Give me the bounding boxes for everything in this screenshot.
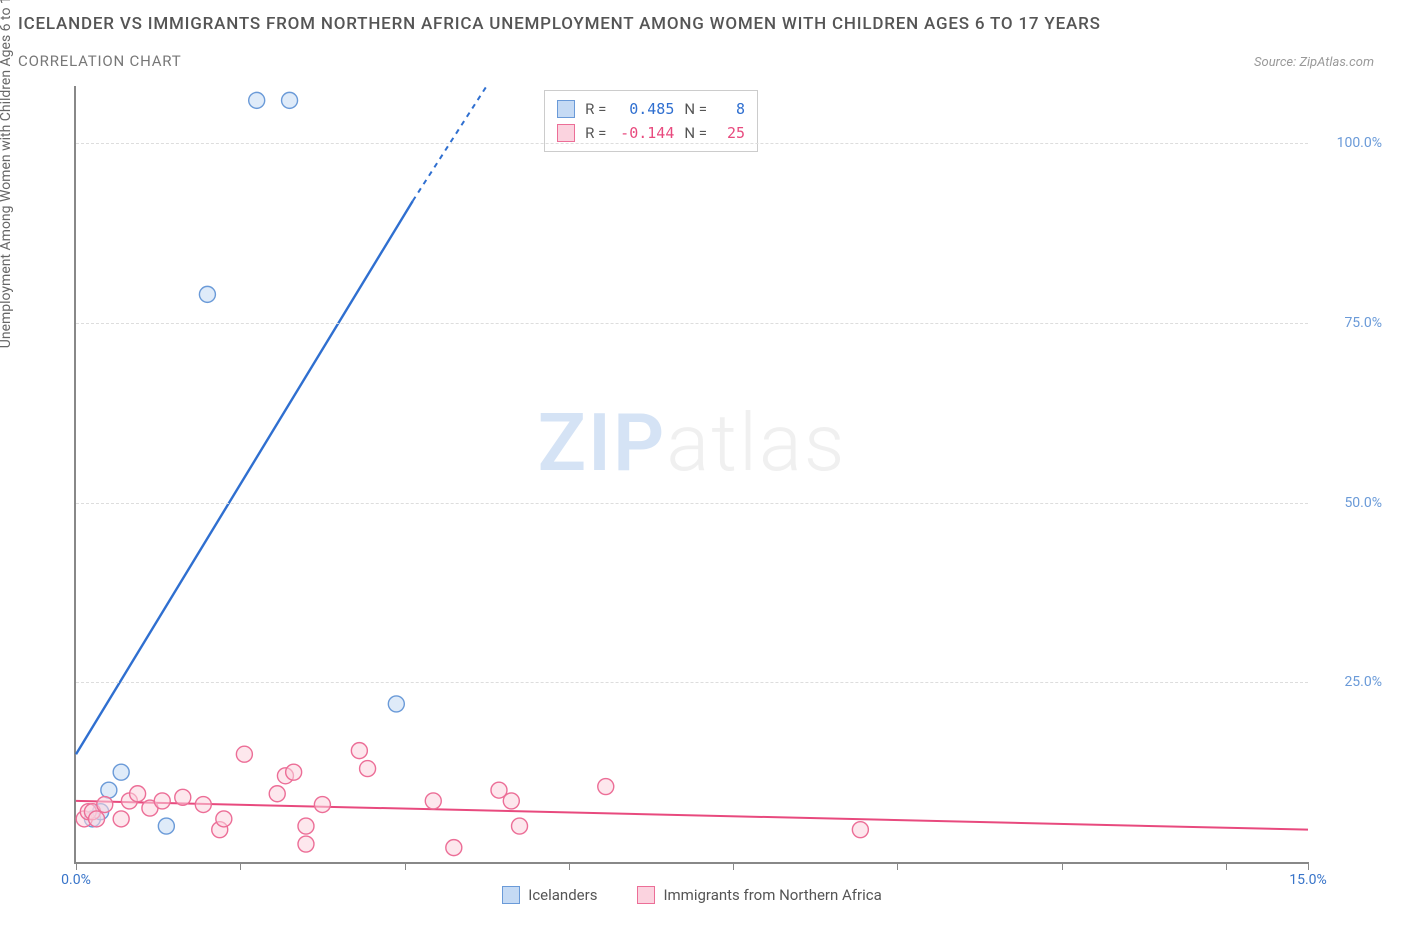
data-point xyxy=(199,286,215,302)
data-point xyxy=(425,793,441,809)
data-point xyxy=(249,92,265,108)
data-point xyxy=(154,793,170,809)
data-point xyxy=(89,811,105,827)
r-label: R = xyxy=(585,121,606,145)
source-attribution: Source: ZipAtlas.com xyxy=(1254,55,1388,70)
data-point xyxy=(298,818,314,834)
y-tick-label: 50.0% xyxy=(1318,495,1382,511)
y-tick-label: 75.0% xyxy=(1318,315,1382,331)
gridline xyxy=(76,323,1308,324)
scatter-svg xyxy=(76,86,1308,862)
legend-row: R = -0.144 N = 25 xyxy=(557,121,745,145)
r-value: 0.485 xyxy=(616,97,674,121)
x-tick-mark xyxy=(1062,862,1063,870)
data-point xyxy=(598,779,614,795)
x-tick-mark xyxy=(405,862,406,870)
gridline xyxy=(76,682,1308,683)
y-axis-label: Unemployment Among Women with Children A… xyxy=(0,0,14,348)
data-point xyxy=(101,782,117,798)
data-point xyxy=(360,761,376,777)
series-legend-label: Icelanders xyxy=(528,886,597,904)
data-point xyxy=(351,743,367,759)
data-point xyxy=(286,764,302,780)
n-value: 25 xyxy=(717,121,745,145)
data-point xyxy=(97,797,113,813)
x-tick-label: 0.0% xyxy=(61,872,91,888)
x-tick-mark xyxy=(1308,862,1309,870)
x-tick-mark xyxy=(240,862,241,870)
x-tick-label: 15.0% xyxy=(1289,872,1327,888)
series-legend-label: Immigrants from Northern Africa xyxy=(663,886,881,904)
gridline xyxy=(76,143,1308,144)
data-point xyxy=(158,818,174,834)
x-tick-mark xyxy=(897,862,898,870)
chart-subtitle: CORRELATION CHART xyxy=(18,52,182,70)
data-point xyxy=(314,797,330,813)
data-point xyxy=(282,92,298,108)
n-value: 8 xyxy=(717,97,745,121)
data-point xyxy=(446,840,462,856)
series-legend-item: Icelanders xyxy=(502,886,597,904)
data-point xyxy=(175,789,191,805)
n-label: N = xyxy=(684,97,707,121)
data-point xyxy=(130,786,146,802)
x-tick-mark xyxy=(1226,862,1227,870)
data-point xyxy=(236,746,252,762)
data-point xyxy=(298,836,314,852)
y-tick-label: 25.0% xyxy=(1318,674,1382,690)
chart-title: ICELANDER VS IMMIGRANTS FROM NORTHERN AF… xyxy=(18,14,1388,34)
source-label: Source: xyxy=(1254,55,1296,70)
n-label: N = xyxy=(684,121,707,145)
r-value: -0.144 xyxy=(616,121,674,145)
legend-swatch xyxy=(502,886,520,904)
gridline xyxy=(76,503,1308,504)
x-tick-mark xyxy=(733,862,734,870)
data-point xyxy=(512,818,528,834)
legend-swatch xyxy=(637,886,655,904)
data-point xyxy=(269,786,285,802)
x-tick-mark xyxy=(569,862,570,870)
data-point xyxy=(503,793,519,809)
series-legend-item: Immigrants from Northern Africa xyxy=(637,886,881,904)
source-name: ZipAtlas.com xyxy=(1299,55,1374,70)
data-point xyxy=(216,811,232,827)
data-point xyxy=(852,822,868,838)
legend-swatch xyxy=(557,100,575,118)
chart-area: Unemployment Among Women with Children A… xyxy=(18,86,1392,912)
series-legend: Icelanders Immigrants from Northern Afric… xyxy=(76,886,1308,904)
data-point xyxy=(113,811,129,827)
data-point xyxy=(113,764,129,780)
plot-region: ZIPatlas R =0.485N =8R =-0.144N =25 Icel… xyxy=(74,86,1308,864)
chart-header: ICELANDER VS IMMIGRANTS FROM NORTHERN AF… xyxy=(0,0,1406,70)
trend-line xyxy=(76,801,1308,830)
trend-line xyxy=(76,201,413,754)
r-label: R = xyxy=(585,97,606,121)
legend-swatch xyxy=(557,124,575,142)
x-tick-mark xyxy=(76,862,77,870)
data-point xyxy=(388,696,404,712)
data-point xyxy=(195,797,211,813)
y-tick-label: 100.0% xyxy=(1318,135,1382,151)
legend-row: R = 0.485 N = 8 xyxy=(557,97,745,121)
